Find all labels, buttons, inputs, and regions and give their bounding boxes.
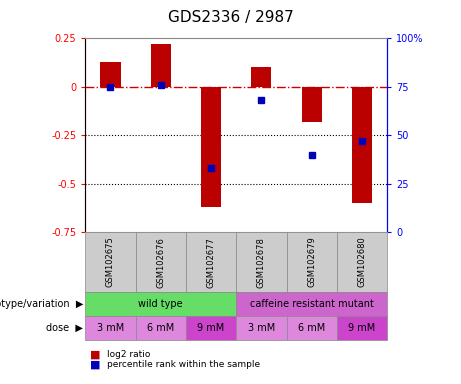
Text: GSM102676: GSM102676 [156, 237, 165, 288]
Text: ■: ■ [90, 359, 100, 369]
Text: GSM102678: GSM102678 [257, 237, 266, 288]
Bar [151, 44, 171, 87]
Bar [251, 68, 272, 87]
Text: dose  ▶: dose ▶ [46, 323, 83, 333]
Text: 9 mM: 9 mM [197, 323, 225, 333]
Text: GSM102679: GSM102679 [307, 237, 316, 288]
Bar [301, 87, 322, 122]
Text: wild type: wild type [138, 299, 183, 309]
Text: GDS2336 / 2987: GDS2336 / 2987 [168, 10, 293, 25]
Text: caffeine resistant mutant: caffeine resistant mutant [250, 299, 374, 309]
Bar [352, 87, 372, 203]
Text: 9 mM: 9 mM [349, 323, 376, 333]
Bar [201, 87, 221, 207]
Text: GSM102675: GSM102675 [106, 237, 115, 288]
Text: GSM102680: GSM102680 [358, 237, 366, 288]
Text: ■: ■ [90, 349, 100, 359]
Text: 3 mM: 3 mM [97, 323, 124, 333]
Text: percentile rank within the sample: percentile rank within the sample [107, 360, 260, 369]
Text: GSM102677: GSM102677 [207, 237, 216, 288]
Bar [100, 62, 120, 87]
Text: 6 mM: 6 mM [147, 323, 174, 333]
Text: log2 ratio: log2 ratio [107, 350, 151, 359]
Text: 3 mM: 3 mM [248, 323, 275, 333]
Text: genotype/variation  ▶: genotype/variation ▶ [0, 299, 83, 309]
Text: 6 mM: 6 mM [298, 323, 325, 333]
